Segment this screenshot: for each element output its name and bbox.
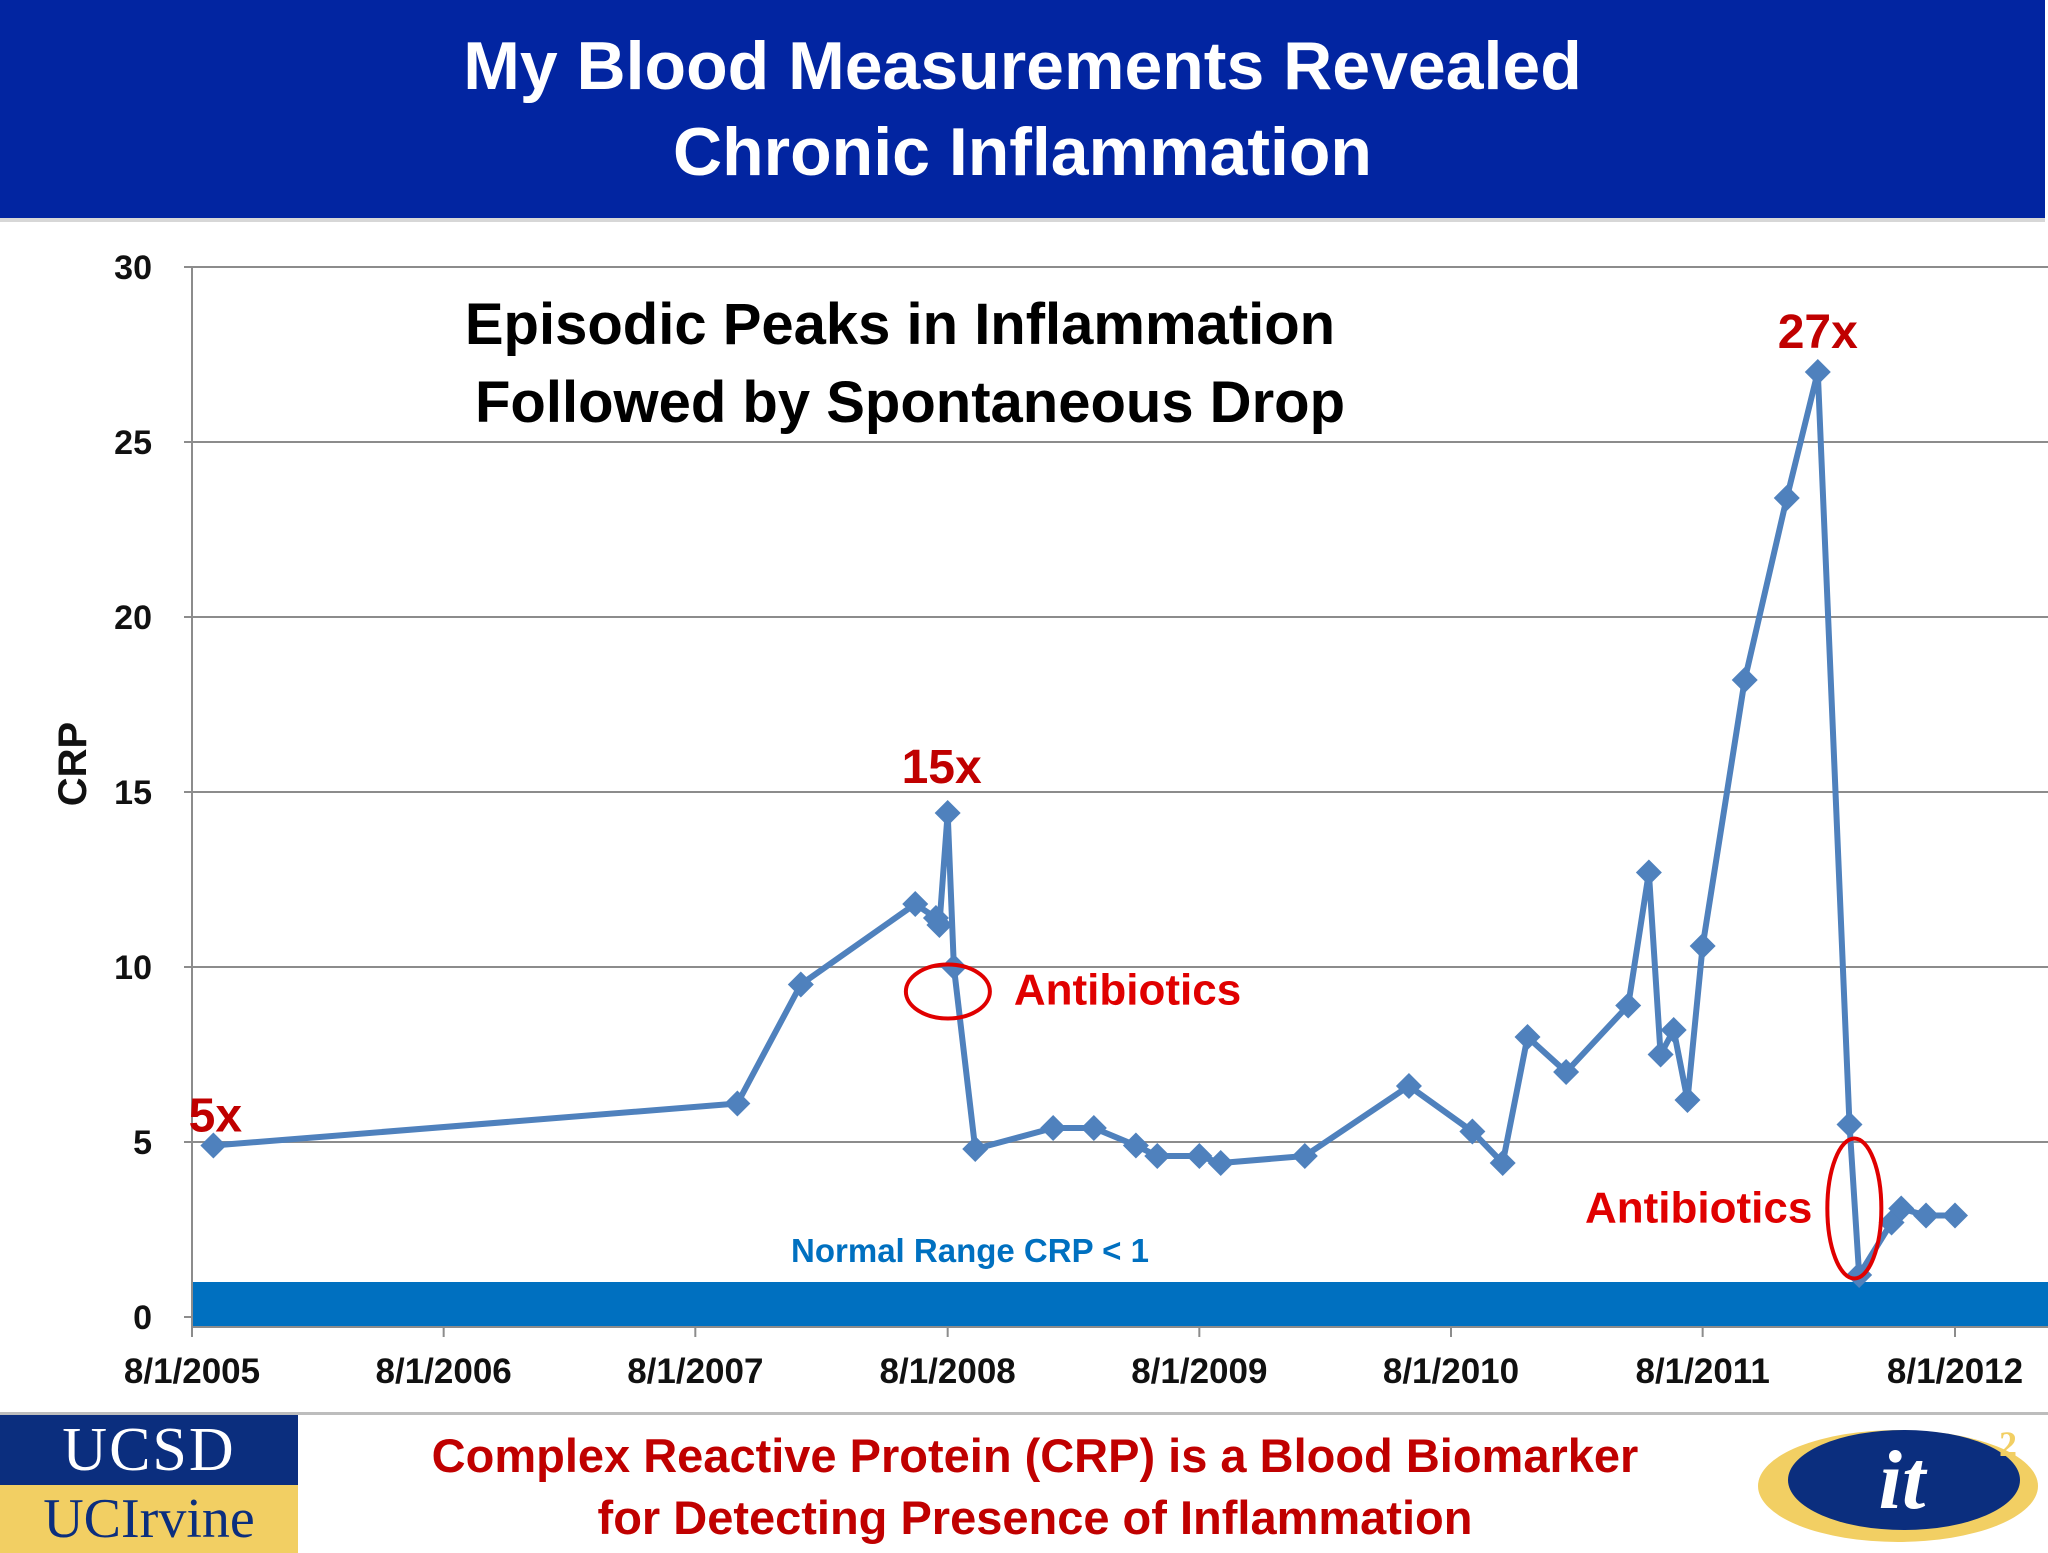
antibiotics-marker-ellipse-2 xyxy=(1825,1136,1884,1281)
slide-title-line-1: My Blood Measurements Revealed xyxy=(463,28,1582,104)
y-tick-label: 0 xyxy=(133,1299,152,1337)
ucsd-logo: UCSD xyxy=(0,1415,298,1485)
crp-data-point xyxy=(902,891,929,917)
normal-range-label: Normal Range CRP < 1 xyxy=(791,1232,1149,1269)
chart-subtitle: Followed by Spontaneous Drop xyxy=(475,370,1345,435)
axes: 0 5 10 15 20 25 30 8/1/2005 8/1/2006 8/1/2007 8/1/… xyxy=(51,249,2048,1391)
x-tick-label: 8/1/2009 xyxy=(1131,1352,1267,1391)
antibiotics-marker-ellipse-1 xyxy=(903,962,992,1021)
crp-data-point xyxy=(1144,1143,1171,1169)
y-tick-label: 5 xyxy=(133,1124,152,1162)
chart-title: Episodic Peaks in Inflammation xyxy=(465,292,1335,357)
annotation-27x: 27x xyxy=(1778,306,1858,359)
crp-data-point xyxy=(1186,1143,1213,1169)
annotation-antibiotics-1: Antibiotics xyxy=(1014,966,1241,1015)
crp-data-point xyxy=(200,1132,227,1159)
x-tick-label: 8/1/2008 xyxy=(880,1352,1016,1391)
footer-divider xyxy=(0,1412,2048,1415)
normal-range-band xyxy=(192,1282,2048,1327)
crp-data-point xyxy=(940,954,967,980)
slide-title-line-2: Chronic Inflammation xyxy=(673,114,1372,190)
caption-line-1: Complex Reactive Protein (CRP) is a Bloo… xyxy=(431,1429,1639,1482)
gridlines xyxy=(184,266,2048,1318)
annotation-5x: 5x xyxy=(189,1090,243,1143)
crp-data-point xyxy=(1674,1087,1701,1113)
x-tick-label: 8/1/2012 xyxy=(1887,1352,2023,1391)
crp-data-point xyxy=(1804,359,1831,385)
crp-series xyxy=(200,359,1968,1288)
crp-data-point xyxy=(1489,1150,1516,1176)
crp-data-point xyxy=(1846,1262,1873,1288)
annotation-15x: 15x xyxy=(902,741,982,794)
y-tick-label: 15 xyxy=(114,774,152,812)
crp-data-point xyxy=(1395,1073,1422,1099)
caption-line-2: for Detecting Presence of Inflammation xyxy=(597,1491,1473,1544)
y-tick-label: 30 xyxy=(114,249,152,287)
crp-data-point xyxy=(1635,859,1662,886)
y-tick-label: 20 xyxy=(114,599,152,637)
x-tick-label: 8/1/2007 xyxy=(627,1352,763,1391)
crp-data-point xyxy=(1689,933,1716,959)
crp-data-point xyxy=(934,800,961,826)
crp-data-point xyxy=(1836,1111,1863,1138)
crp-data-point xyxy=(1731,667,1758,693)
crp-data-point xyxy=(1122,1132,1149,1159)
crp-data-point xyxy=(1080,1115,1107,1141)
y-tick-label: 10 xyxy=(114,949,152,987)
crp-data-point xyxy=(1615,992,1642,1019)
crp-data-point xyxy=(962,1136,989,1162)
it2-logo-disc xyxy=(1788,1430,2020,1530)
title-banner: My Blood Measurements Revealed Chronic I… xyxy=(0,0,2045,222)
crp-line-chart: 0 5 10 15 20 25 30 8/1/2005 8/1/2006 8/1/2007 8/1/… xyxy=(51,249,2048,1391)
crp-data-point xyxy=(1913,1202,1940,1229)
y-axis-label: CRP xyxy=(51,722,95,806)
crp-data-point xyxy=(1553,1059,1580,1085)
crp-data-point xyxy=(787,971,814,998)
crp-data-point xyxy=(926,912,953,938)
crp-data-point xyxy=(1647,1041,1674,1068)
crp-data-point xyxy=(1459,1118,1486,1145)
x-tick-label: 8/1/2005 xyxy=(124,1352,260,1391)
it2-logo-text: it xyxy=(1879,1434,1928,1527)
it2-logo-superscript: 2 xyxy=(1999,1424,2017,1464)
crp-series-line xyxy=(213,369,1955,1278)
annotation-antibiotics-2: Antibiotics xyxy=(1585,1184,1812,1233)
y-tick-label: 25 xyxy=(114,424,152,462)
crp-data-point xyxy=(1291,1143,1318,1169)
crp-data-point xyxy=(1773,485,1800,511)
crp-data-point xyxy=(1040,1115,1067,1141)
x-tick-label: 8/1/2011 xyxy=(1635,1352,1769,1391)
crp-data-point xyxy=(1207,1150,1234,1176)
crp-data-point xyxy=(1660,1017,1687,1043)
uc-irvine-logo: UCIrvine xyxy=(0,1485,298,1553)
x-tick-label: 8/1/2010 xyxy=(1383,1352,1519,1391)
x-tick-label: 8/1/2006 xyxy=(376,1352,512,1391)
it2-logo: it 2 xyxy=(1758,1424,2038,1542)
crp-data-point xyxy=(1888,1195,1915,1222)
crp-data-point xyxy=(724,1090,751,1117)
crp-data-point xyxy=(1942,1202,1968,1229)
chart-labels: Episodic Peaks in Inflammation Followed b… xyxy=(189,292,1884,1281)
crp-data-point xyxy=(1514,1024,1541,1050)
slide-caption: Complex Reactive Protein (CRP) is a Bloo… xyxy=(310,1425,1760,1549)
